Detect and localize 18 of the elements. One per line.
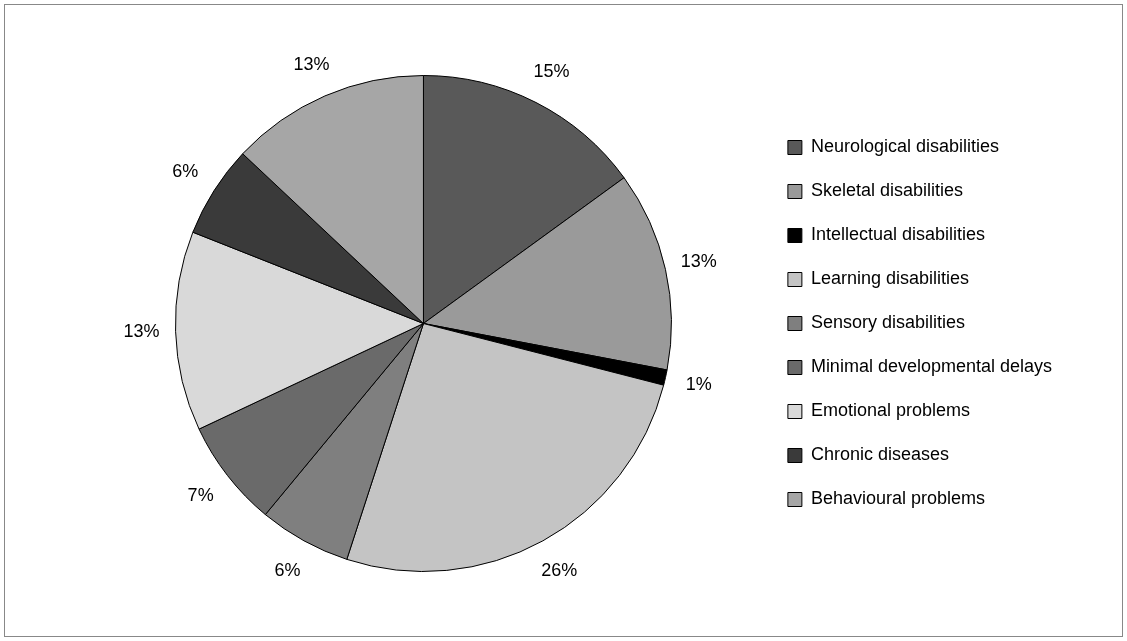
legend-label: Behavioural problems bbox=[810, 488, 985, 509]
data-label: 26% bbox=[541, 559, 578, 580]
legend-label: Minimal developmental delays bbox=[810, 356, 1053, 377]
data-label: 7% bbox=[187, 485, 214, 506]
legend-label: Neurological disabilities bbox=[810, 136, 999, 157]
data-label: 1% bbox=[685, 373, 712, 394]
legend-label: Learning disabilities bbox=[810, 268, 969, 289]
legend-label: Intellectual disabilities bbox=[810, 224, 985, 245]
legend-label: Skeletal disabilities bbox=[810, 180, 963, 201]
legend-label: Chronic diseases bbox=[810, 444, 949, 465]
data-label: 6% bbox=[274, 559, 301, 580]
legend-label: Emotional problems bbox=[810, 400, 970, 421]
legend-label: Sensory disabilities bbox=[810, 312, 965, 333]
data-label: 13% bbox=[680, 250, 717, 271]
data-label: 15% bbox=[533, 61, 570, 82]
data-label: 13% bbox=[123, 321, 160, 342]
data-label: 13% bbox=[293, 53, 330, 74]
data-label: 6% bbox=[172, 161, 199, 182]
